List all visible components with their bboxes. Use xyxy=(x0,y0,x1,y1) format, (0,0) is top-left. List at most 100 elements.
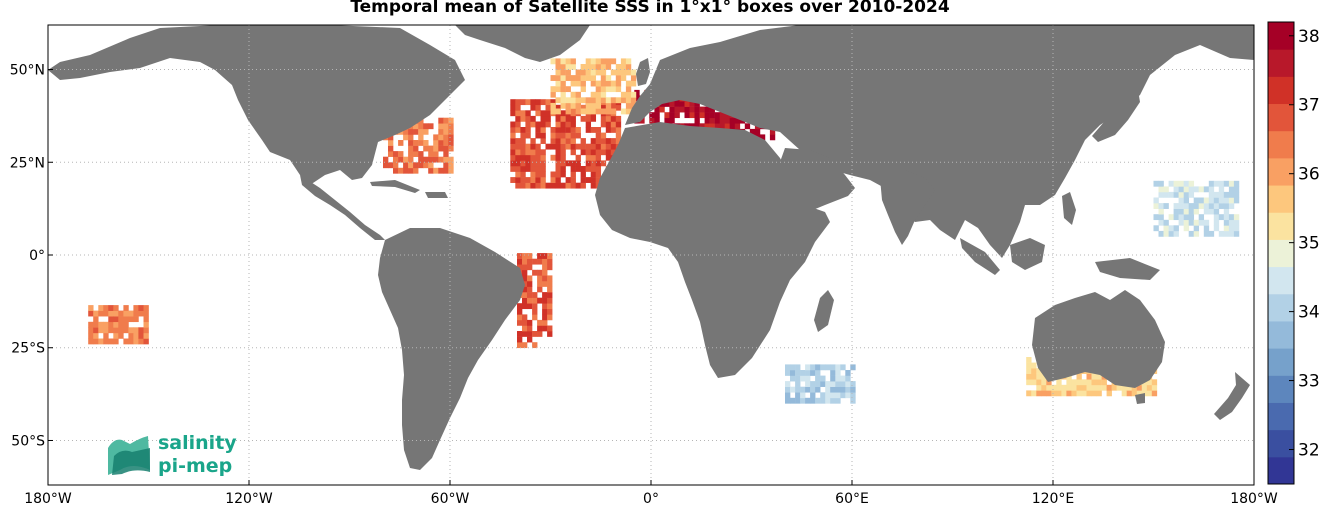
sss-cell xyxy=(699,106,705,113)
sss-cell xyxy=(585,127,592,133)
sss-cell xyxy=(805,370,811,376)
sss-cell xyxy=(418,134,424,141)
sss-cell xyxy=(790,364,796,371)
sss-region-5 xyxy=(550,58,637,115)
sss-cell xyxy=(1071,384,1077,391)
sss-cell xyxy=(785,381,791,387)
sss-cell xyxy=(1218,186,1225,193)
sss-cell xyxy=(570,75,576,81)
sss-cell xyxy=(610,58,617,65)
sss-cell xyxy=(605,127,612,133)
sss-cell xyxy=(530,99,536,106)
sss-cell xyxy=(413,162,419,169)
sss-cell xyxy=(532,258,538,265)
sss-cell xyxy=(815,381,821,387)
sss-cell xyxy=(1163,230,1169,237)
sss-cell xyxy=(1158,230,1164,237)
sss-cell xyxy=(1233,180,1240,187)
sss-cell xyxy=(530,171,536,178)
sss-cell xyxy=(1026,362,1032,369)
north-america-land xyxy=(48,25,465,185)
sss-cell xyxy=(1173,180,1179,187)
sss-cell xyxy=(595,58,602,65)
sss-cell xyxy=(1188,219,1195,226)
sss-cell xyxy=(810,381,816,387)
sss-cell xyxy=(448,117,454,124)
lat-tick-label: 25°N xyxy=(10,155,45,171)
sss-cell xyxy=(590,182,597,189)
sss-cell xyxy=(560,102,566,109)
sss-cell xyxy=(590,108,597,115)
sss-cell xyxy=(443,134,449,141)
sss-cell xyxy=(1061,384,1067,391)
sss-cell xyxy=(1081,390,1087,397)
sss-cell xyxy=(555,149,561,156)
sss-cell xyxy=(1213,203,1220,209)
sss-cell xyxy=(689,112,695,119)
sss-cell xyxy=(423,123,429,130)
sss-cell xyxy=(1026,390,1032,397)
sss-cell xyxy=(527,303,533,310)
sss-cell xyxy=(1151,384,1158,391)
sss-cell xyxy=(388,140,394,146)
sss-cell xyxy=(550,75,556,81)
sss-cell xyxy=(1193,197,1200,204)
sss-cell xyxy=(565,69,571,76)
sss-cell xyxy=(530,177,536,183)
sss-cell xyxy=(1163,219,1169,226)
sss-cell xyxy=(398,151,404,157)
sss-cell xyxy=(610,143,617,150)
sss-cell xyxy=(570,171,576,178)
sss-cell xyxy=(535,127,541,133)
sss-cell xyxy=(542,281,548,287)
sss-cell xyxy=(93,327,99,334)
sss-cell xyxy=(585,64,592,70)
sss-cell xyxy=(600,115,607,122)
sss-cell xyxy=(580,177,586,183)
sss-cell xyxy=(423,128,429,135)
sss-cell xyxy=(570,91,576,98)
colorbar-segment xyxy=(1268,375,1294,403)
sss-cell xyxy=(795,397,801,404)
sss-cell xyxy=(590,149,597,156)
colorbar-segment xyxy=(1268,320,1294,349)
colorbar-segment xyxy=(1268,293,1294,322)
sss-cell xyxy=(1111,384,1117,391)
sss-cell xyxy=(555,132,561,139)
sss-cell xyxy=(448,128,454,135)
sss-cell xyxy=(674,101,680,107)
sss-cell xyxy=(850,392,856,399)
sss-cell xyxy=(565,127,571,133)
sss-cell xyxy=(1168,230,1174,237)
sss-cell xyxy=(575,143,581,150)
sss-cell xyxy=(88,332,94,339)
colorbar-segment xyxy=(1268,212,1294,240)
sss-cell xyxy=(443,145,449,152)
sss-cell xyxy=(542,264,548,271)
sss-cell xyxy=(835,370,841,376)
sss-cell xyxy=(550,132,556,139)
sss-cell xyxy=(639,117,645,124)
sss-cell xyxy=(805,397,811,404)
south-america-land xyxy=(378,228,525,470)
sss-cell xyxy=(570,149,576,156)
sss-cell xyxy=(550,177,556,183)
sss-cell xyxy=(515,182,521,189)
sss-cell xyxy=(669,117,675,124)
sss-cell xyxy=(413,167,419,174)
sss-cell xyxy=(630,80,637,87)
madagascar-land xyxy=(814,290,834,332)
sss-cell xyxy=(565,64,571,70)
sss-cell xyxy=(575,80,581,87)
sss-cell xyxy=(590,64,597,70)
sss-cell xyxy=(674,106,680,113)
sss-cell xyxy=(590,75,597,81)
colorbar-tick-label: 38 xyxy=(1298,27,1320,47)
sss-cell xyxy=(123,316,129,323)
sss-cell xyxy=(520,138,526,144)
sss-cell xyxy=(555,115,561,122)
sss-cell xyxy=(550,182,556,189)
sss-cell xyxy=(565,132,571,139)
sss-cell xyxy=(1178,197,1184,204)
sss-cell xyxy=(850,364,856,371)
